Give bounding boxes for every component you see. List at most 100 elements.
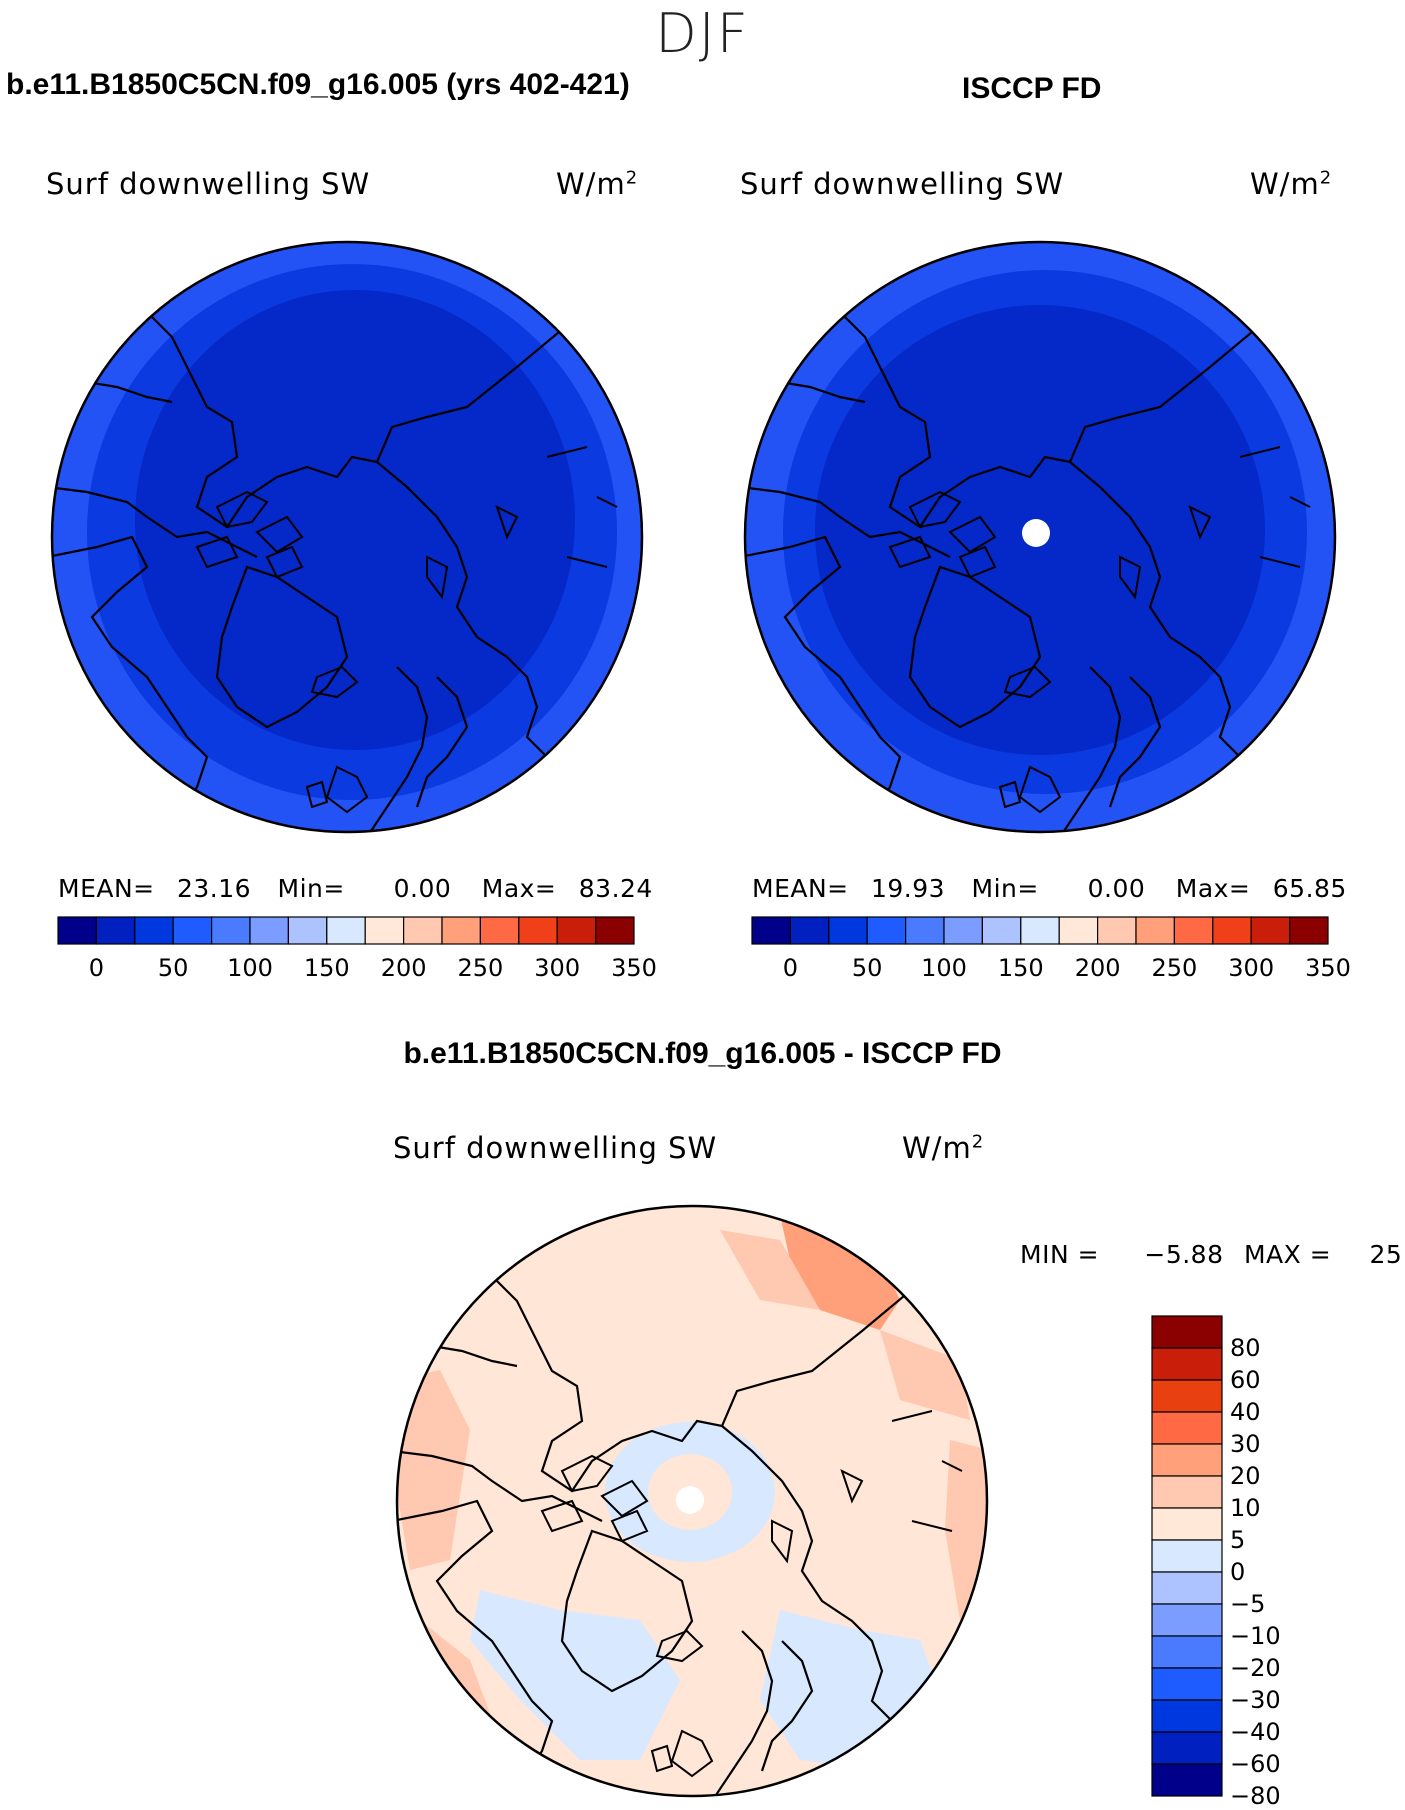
obs-case-title: ISCCP FD [962, 72, 1102, 105]
obs-colorbar-tick: 300 [1228, 954, 1275, 982]
diff-patch-north2 [720, 1230, 820, 1310]
model-colorbar-box [403, 916, 443, 945]
model-colorbar-box [287, 916, 328, 945]
obs-colorbar-box [866, 916, 907, 945]
model-colorbar-tick: 150 [303, 954, 350, 982]
obs-colorbar-box [1058, 916, 1099, 945]
model-min-label: Min= [277, 874, 345, 903]
diff-colorbar-tick: −40 [1230, 1718, 1281, 1746]
model-colorbar-tick: 0 [88, 954, 105, 982]
obs-map-border [743, 240, 1337, 834]
obs-missing-pole [1022, 519, 1050, 547]
diff-colorbar-tick: −5 [1230, 1590, 1266, 1618]
diff-colorbar [1151, 1315, 1223, 1797]
obs-colorbar-box [1096, 916, 1137, 945]
model-map [50, 240, 644, 834]
obs-colorbar-tick: 50 [851, 954, 883, 982]
obs-min-value: 0.00 [1087, 874, 1146, 903]
diff-colorbar-tick: −30 [1230, 1686, 1281, 1714]
model-mean-value: 23.16 [177, 874, 252, 903]
diff-map-border [395, 1204, 989, 1798]
obs-stats: MEAN= 19.93 Min= 0.00 Max= 65.85 [752, 874, 1347, 903]
diff-colorbar-tick: −60 [1230, 1750, 1281, 1778]
model-colorbar-box [172, 916, 213, 945]
model-mean-label: MEAN= [58, 874, 155, 903]
model-colorbar-tick: 250 [457, 954, 504, 982]
model-colorbar [57, 916, 635, 945]
diff-case-title: b.e11.B1850C5CN.f09_g16.005 - ISCCP FD [403, 1037, 1002, 1070]
diff-colorbar-box [1151, 1315, 1223, 1349]
diff-colorbar-box [1151, 1763, 1223, 1797]
model-case-title: b.e11.B1850C5CN.f09_g16.005 (yrs 402-421… [6, 68, 630, 101]
diff-colorbar-box [1151, 1539, 1223, 1573]
model-colorbar-box [95, 916, 136, 945]
model-max-label: Max= [481, 874, 557, 903]
diff-missing-pole [676, 1486, 704, 1514]
obs-min-label: Min= [971, 874, 1039, 903]
diff-colorbar-box [1151, 1443, 1223, 1477]
diff-patch-south-neg [470, 1590, 680, 1760]
diff-colorbar-box [1151, 1603, 1223, 1637]
diff-colorbar-tick: 60 [1230, 1366, 1261, 1394]
diff-colorbar-tick: 40 [1230, 1398, 1261, 1426]
model-colorbar-tick: 50 [157, 954, 189, 982]
diff-min-value: −5.88 [1144, 1240, 1224, 1269]
model-colorbar-tick: 300 [534, 954, 581, 982]
obs-colorbar-box [904, 916, 945, 945]
diff-colorbar-tick: 10 [1230, 1494, 1261, 1522]
diff-colorbar-box [1151, 1379, 1223, 1413]
diff-max-label: MAX = [1243, 1240, 1332, 1269]
diff-colorbar-tick: 80 [1230, 1334, 1261, 1362]
model-colorbar-box [556, 916, 597, 945]
obs-colorbar-box [1135, 916, 1176, 945]
obs-variable-label: Surf downwelling SW [740, 167, 1065, 201]
model-min-value: 0.00 [393, 874, 452, 903]
diff-colorbar-tick: −80 [1230, 1782, 1281, 1810]
diff-max-value: 25.34 [1369, 1240, 1405, 1269]
model-colorbar-tick: 200 [380, 954, 427, 982]
diff-colorbar-tick: −20 [1230, 1654, 1281, 1682]
diff-colorbar-box [1151, 1699, 1223, 1733]
obs-colorbar-box [789, 916, 830, 945]
diff-map [395, 1204, 989, 1798]
model-ring-0-25 [135, 290, 575, 750]
model-colorbar-box [57, 916, 98, 945]
diff-colorbar-tick: −10 [1230, 1622, 1281, 1650]
model-colorbar-box [441, 916, 482, 945]
obs-colorbar-box [751, 916, 792, 945]
model-colorbar-box [326, 916, 366, 945]
diff-colorbar-box [1151, 1411, 1223, 1445]
obs-map [743, 240, 1337, 834]
obs-colorbar-tick: 250 [1151, 954, 1198, 982]
diff-colorbar-box [1151, 1507, 1223, 1541]
model-variable-label: Surf downwelling SW [46, 167, 371, 201]
model-colorbar-box [518, 916, 558, 945]
diff-colorbar-box [1151, 1475, 1223, 1509]
obs-colorbar-tick: 350 [1305, 954, 1351, 982]
obs-mean-value: 19.93 [871, 874, 946, 903]
obs-colorbar-box [1250, 916, 1291, 945]
model-colorbar-box [594, 916, 635, 945]
obs-colorbar-tick: 0 [782, 954, 799, 982]
obs-colorbar-box [981, 916, 1022, 945]
model-colorbar-box [364, 916, 405, 945]
obs-colorbar [751, 916, 1329, 945]
diff-min-label: MIN = [1020, 1240, 1100, 1269]
diff-units-label: W/m2 [902, 1131, 985, 1165]
obs-colorbar-tick: 100 [921, 954, 967, 982]
diff-variable-label: Surf downwelling SW [393, 1131, 718, 1165]
model-colorbar-box [479, 916, 520, 945]
obs-colorbar-box [1020, 916, 1060, 945]
obs-mean-label: MEAN= [752, 874, 849, 903]
model-colorbar-box [249, 916, 290, 945]
figure-title: DJF [655, 2, 750, 65]
obs-colorbar-box [1173, 916, 1214, 945]
diff-patch-west [397, 1370, 470, 1570]
diff-colorbar-tick: 5 [1230, 1526, 1246, 1554]
model-colorbar-tick: 350 [611, 954, 657, 982]
obs-colorbar-tick: 150 [997, 954, 1044, 982]
obs-colorbar-box [1212, 916, 1252, 945]
model-colorbar-box [211, 916, 251, 945]
diff-colorbar-tick: 0 [1230, 1558, 1246, 1586]
